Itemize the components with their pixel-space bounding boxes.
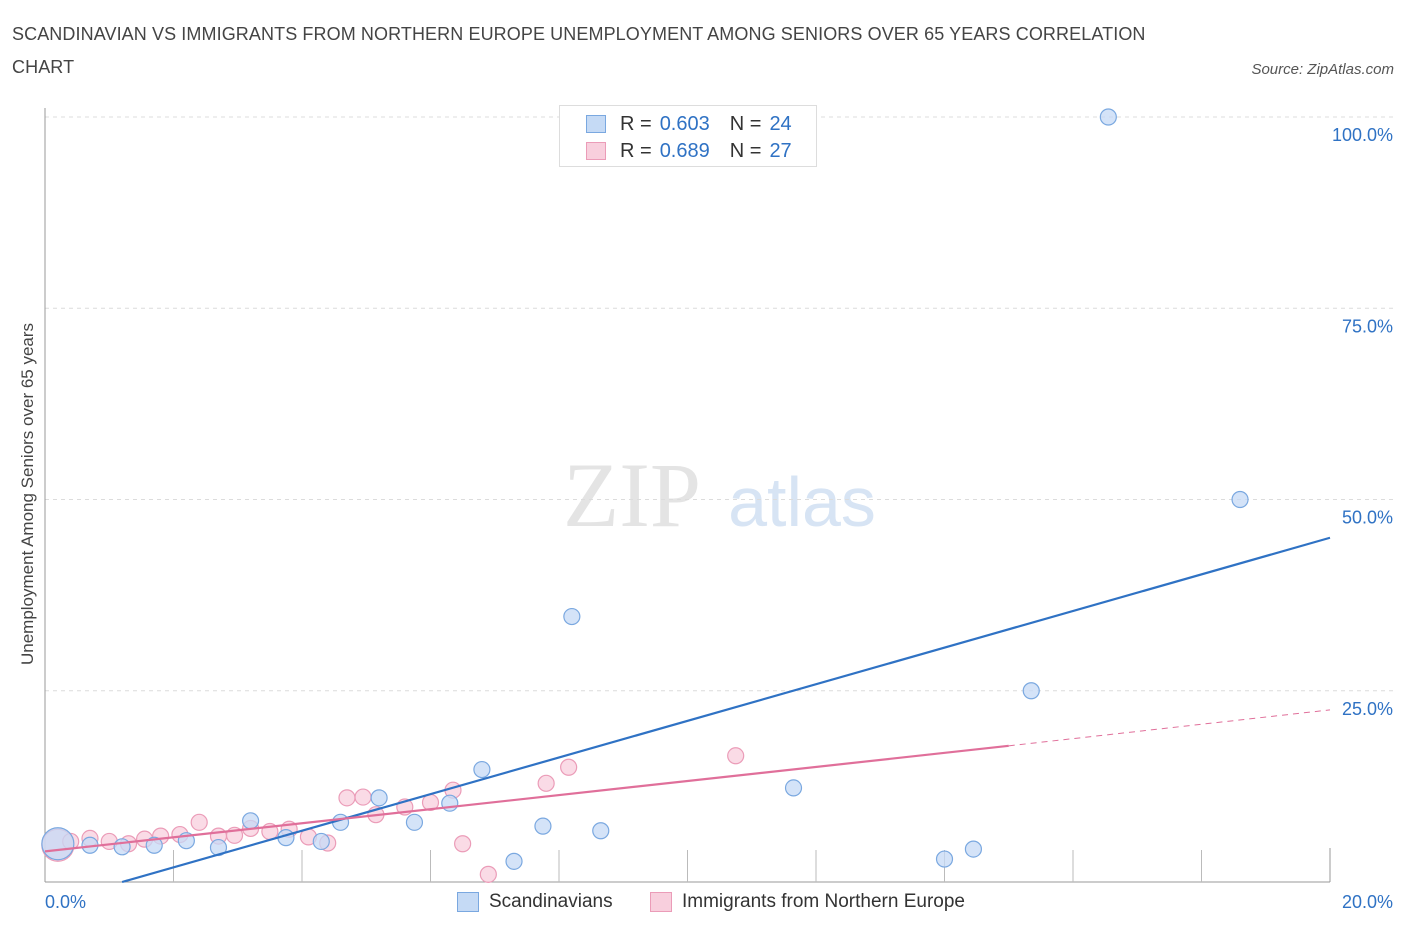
scandinavians-point	[1022, 682, 1040, 700]
scandinavians-point	[473, 760, 491, 779]
scandinavians-point	[534, 817, 552, 835]
y-tick-label: 50.0%	[1342, 508, 1393, 528]
tick-labels: 25.0% 50.0% 75.0% 100.0% 0.0% 20.0%	[45, 125, 1393, 912]
immigrants-swatch	[586, 142, 606, 160]
watermark-zip: ZIP	[563, 444, 701, 546]
scandinavians-point	[145, 836, 163, 854]
watermark: ZIP atlas	[563, 444, 876, 546]
scandinavians-point	[592, 822, 610, 840]
scandinavians-trend-line	[121, 536, 1331, 884]
r-label: R =	[620, 139, 652, 162]
n-value: 27	[769, 139, 792, 162]
legend-swatch-pink	[650, 892, 672, 912]
scandinavians-point	[405, 813, 424, 831]
scandinavians-point	[935, 850, 954, 868]
r-value: 0.603	[659, 112, 710, 135]
legend-item-scandinavians: Scandinavians	[457, 888, 613, 916]
scandinavians-point	[113, 838, 131, 856]
immigrants-point	[537, 774, 555, 792]
stats-legend: R = 0.603 N = 24 R = 0.689 N = 27	[559, 105, 817, 167]
source-credit: Source: ZipAtlas.com	[1251, 61, 1394, 78]
immigrants-point	[338, 789, 356, 807]
legend-swatch-blue	[457, 892, 479, 912]
scandinavians-point	[964, 840, 983, 858]
scandinavians-point	[1231, 490, 1249, 509]
r-value: 0.689	[659, 139, 710, 162]
immigrants-point	[560, 758, 578, 776]
n-value: 24	[769, 112, 792, 135]
immigrants-point	[354, 788, 372, 806]
scandinavians-swatch	[586, 115, 606, 133]
immigrants-point	[479, 865, 497, 883]
y-tick-label: 75.0%	[1342, 316, 1393, 336]
stats-legend-row-immigrants: R = 0.689 N = 27	[586, 138, 812, 164]
gridlines	[45, 116, 1395, 692]
scandinavians-point	[242, 812, 260, 830]
immigrants-trend-extension	[1008, 709, 1331, 747]
x-tick-label: 20.0%	[1342, 892, 1393, 912]
legend-item-immigrants: Immigrants from Northern Europe	[650, 888, 965, 916]
scandinavians-point	[505, 852, 523, 870]
scandinavians-point	[784, 779, 803, 797]
n-label: N =	[729, 139, 762, 162]
watermark-atlas: atlas	[728, 463, 876, 541]
immigrants-point	[727, 747, 745, 765]
y-tick-label: 25.0%	[1342, 699, 1393, 719]
r-label: R =	[620, 112, 652, 135]
stats-legend-row-scandinavians: R = 0.603 N = 24	[586, 111, 812, 137]
scandinavians-point	[370, 789, 388, 807]
immigrants-trend-line	[44, 744, 1009, 853]
scandinavians-point	[312, 832, 330, 851]
legend-label-immigrants: Immigrants from Northern Europe	[682, 891, 965, 912]
n-label: N =	[729, 112, 762, 135]
immigrants-point	[454, 835, 472, 853]
chart-title: SCANDINAVIAN VS IMMIGRANTS FROM NORTHERN…	[12, 24, 1146, 77]
trend-lines	[44, 536, 1331, 884]
x-tick-label: 0.0%	[45, 892, 86, 912]
scandinavians-point	[441, 794, 459, 812]
scandinavians-point	[41, 827, 75, 861]
immigrants-point	[190, 813, 208, 831]
y-tick-label: 100.0%	[1332, 125, 1393, 145]
legend-label-scandinavians: Scandinavians	[489, 891, 613, 912]
scandinavians-point	[563, 607, 581, 626]
scandinavians-point	[1099, 108, 1117, 126]
